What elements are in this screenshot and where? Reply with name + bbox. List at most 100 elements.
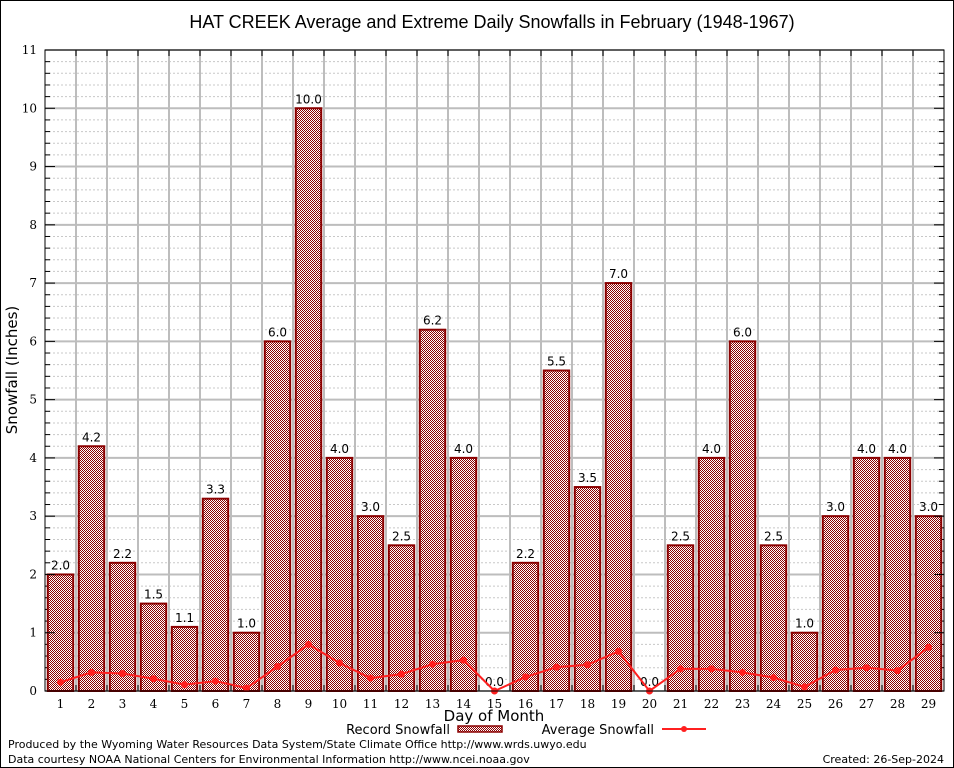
average-point xyxy=(150,675,157,683)
grid xyxy=(45,49,944,692)
average-point xyxy=(584,661,591,669)
average-point xyxy=(274,663,281,671)
average-point xyxy=(801,683,808,691)
y-tick-label: 1 xyxy=(29,626,37,640)
y-axis-label: Snowfall (Inches) xyxy=(3,306,21,434)
average-point xyxy=(398,670,405,678)
record-bar xyxy=(108,561,137,692)
average-point xyxy=(770,674,777,682)
x-tick-label: 15 xyxy=(487,697,502,711)
bar-value-label: 3.0 xyxy=(919,500,938,514)
x-tick-label: 29 xyxy=(921,697,936,711)
bar-value-label: 1.5 xyxy=(144,588,163,602)
y-tick-label: 5 xyxy=(29,393,37,407)
y-tick-labels: 0 1 2 3 4 5 6 7 8 9 10 11 xyxy=(22,43,38,698)
chart-title: HAT CREEK Average and Extreme Daily Snow… xyxy=(189,12,794,32)
average-point xyxy=(739,668,746,676)
x-tick-label: 5 xyxy=(181,697,189,711)
average-point xyxy=(894,667,901,675)
record-bar xyxy=(356,515,385,692)
bar-value-label: 1.0 xyxy=(237,617,256,631)
legend-record-label: Record Snowfall xyxy=(346,723,450,738)
bar-value-label: 4.0 xyxy=(330,442,349,456)
x-tick-label: 13 xyxy=(425,697,440,711)
bar-value-label: 2.2 xyxy=(516,547,535,561)
bar-value-label: 6.2 xyxy=(423,314,442,328)
average-point xyxy=(243,684,250,692)
footer-created: Created: 26-Sep-2024 xyxy=(823,753,944,766)
x-tick-label: 26 xyxy=(828,697,843,711)
average-point xyxy=(305,640,312,648)
x-tick-label: 1 xyxy=(57,697,65,711)
x-tick-label: 4 xyxy=(150,697,158,711)
y-tick-label: 10 xyxy=(22,101,37,115)
x-tick-label: 27 xyxy=(859,697,874,711)
record-bar xyxy=(914,515,943,692)
bar-value-label: 3.3 xyxy=(206,483,225,497)
bar-value-label: 4.2 xyxy=(82,430,101,444)
x-tick-label: 23 xyxy=(735,697,750,711)
average-point xyxy=(460,656,467,664)
x-tick-label: 10 xyxy=(332,697,347,711)
average-point xyxy=(88,668,95,676)
record-bar xyxy=(759,544,788,692)
legend-record-swatch xyxy=(457,725,503,733)
x-tick-labels: 1 2 3 4 5 6 7 8 9 10 11 12 13 14 15 16 17 18 19 20 21 22 23 24 2… xyxy=(57,697,936,711)
y-tick-label: 2 xyxy=(29,567,37,581)
y-tick-label: 7 xyxy=(29,276,37,290)
y-tick-label: 4 xyxy=(29,451,37,465)
average-point xyxy=(832,666,839,674)
y-tick-label: 6 xyxy=(29,334,37,348)
average-point xyxy=(615,647,622,655)
average-point xyxy=(181,681,188,689)
y-tick-label: 0 xyxy=(29,684,37,698)
average-point xyxy=(553,663,560,671)
x-tick-label: 28 xyxy=(890,697,905,711)
bar-value-label: 4.0 xyxy=(857,442,876,456)
y-tick-label: 11 xyxy=(22,43,37,57)
bar-value-label: 4.0 xyxy=(702,442,721,456)
y-tick-label: 3 xyxy=(29,509,37,523)
average-point xyxy=(925,643,932,651)
record-bar xyxy=(449,456,478,692)
x-tick-label: 21 xyxy=(673,697,688,711)
bar-value-label: 4.0 xyxy=(888,442,907,456)
x-tick-label: 16 xyxy=(518,697,533,711)
footer-data-source: Data courtesy NOAA National Centers for … xyxy=(8,753,530,766)
bar-value-label: 6.0 xyxy=(733,325,752,339)
record-bar xyxy=(77,445,106,692)
average-point xyxy=(367,674,374,682)
bar-value-label: 5.5 xyxy=(547,355,566,369)
x-tick-label: 7 xyxy=(243,697,251,711)
bar-value-label: 7.0 xyxy=(609,267,628,281)
x-tick-label: 8 xyxy=(274,697,282,711)
record-bar xyxy=(697,456,726,692)
record-bar xyxy=(325,456,354,692)
record-bar xyxy=(604,282,633,692)
average-point xyxy=(119,670,126,678)
x-tick-label: 2 xyxy=(88,697,96,711)
record-bar xyxy=(511,561,540,692)
legend-average-marker xyxy=(681,726,687,732)
record-bar xyxy=(418,328,447,692)
x-tick-label: 18 xyxy=(580,697,595,711)
x-tick-label: 11 xyxy=(363,697,378,711)
record-bar xyxy=(883,456,912,692)
x-tick-label: 20 xyxy=(642,697,657,711)
record-bar xyxy=(294,107,323,693)
record-bar xyxy=(852,456,881,692)
legend-average-label: Average Snowfall xyxy=(542,723,654,738)
bar-value-label: 1.1 xyxy=(175,611,194,625)
average-point xyxy=(708,665,715,673)
x-tick-label: 24 xyxy=(766,697,782,711)
x-tick-label: 17 xyxy=(549,697,564,711)
footer-producer: Produced by the Wyoming Water Resources … xyxy=(8,738,587,751)
record-bar xyxy=(201,497,230,693)
record-bar xyxy=(542,369,571,692)
x-tick-label: 19 xyxy=(611,697,626,711)
record-bar xyxy=(821,515,850,692)
bar-value-label: 3.0 xyxy=(826,500,845,514)
bar-value-label: 6.0 xyxy=(268,325,287,339)
x-tick-label: 14 xyxy=(456,697,472,711)
